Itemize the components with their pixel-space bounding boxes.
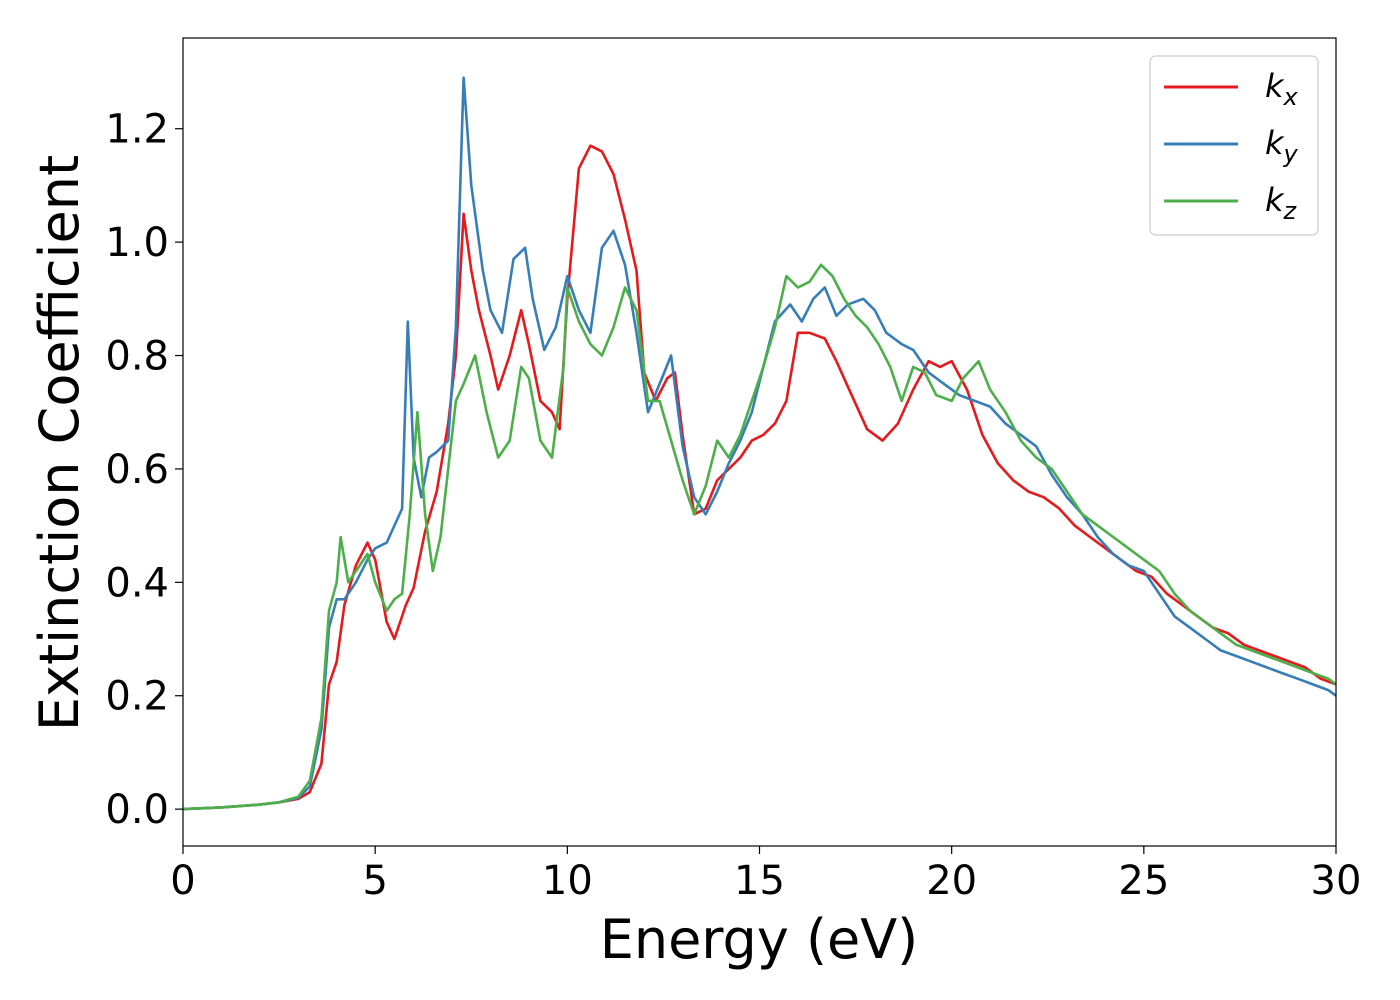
- y-tick-label: 1.0: [105, 220, 169, 266]
- y-tick-label: 0.2: [105, 674, 169, 720]
- legend-label-kx: kx: [1265, 67, 1299, 111]
- x-axis-label: Energy (eV): [600, 908, 919, 971]
- x-tick-label: 30: [1311, 858, 1362, 904]
- y-axis-ticks: 0.0 0.2 0.4 0.6 0.8 1.0 1.2: [105, 107, 183, 833]
- x-tick-label: 20: [926, 858, 977, 904]
- legend: kx ky kz: [1149, 55, 1319, 236]
- x-tick-label: 10: [542, 858, 593, 904]
- y-tick-label: 1.2: [105, 107, 169, 153]
- y-tick-label: 0.6: [105, 447, 169, 493]
- y-tick-label: 0.0: [105, 787, 169, 833]
- y-tick-label: 0.4: [105, 560, 169, 606]
- series-line-kx: [183, 144, 1336, 811]
- x-axis-ticks: 0 5 10 15 20 25 30: [170, 846, 1361, 904]
- legend-label-kz: kz: [1265, 181, 1298, 225]
- series-line-kz: [183, 263, 1336, 811]
- x-tick-label: 15: [734, 858, 785, 904]
- series-lines: [183, 76, 1336, 811]
- y-axis-label: Extinction Coefficient: [28, 155, 91, 731]
- legend-label-ky: ky: [1265, 124, 1299, 168]
- x-tick-label: 25: [1118, 858, 1169, 904]
- x-tick-label: 5: [362, 858, 387, 904]
- y-tick-label: 0.8: [105, 334, 169, 380]
- series-line-ky: [183, 76, 1336, 811]
- x-tick-label: 0: [170, 858, 195, 904]
